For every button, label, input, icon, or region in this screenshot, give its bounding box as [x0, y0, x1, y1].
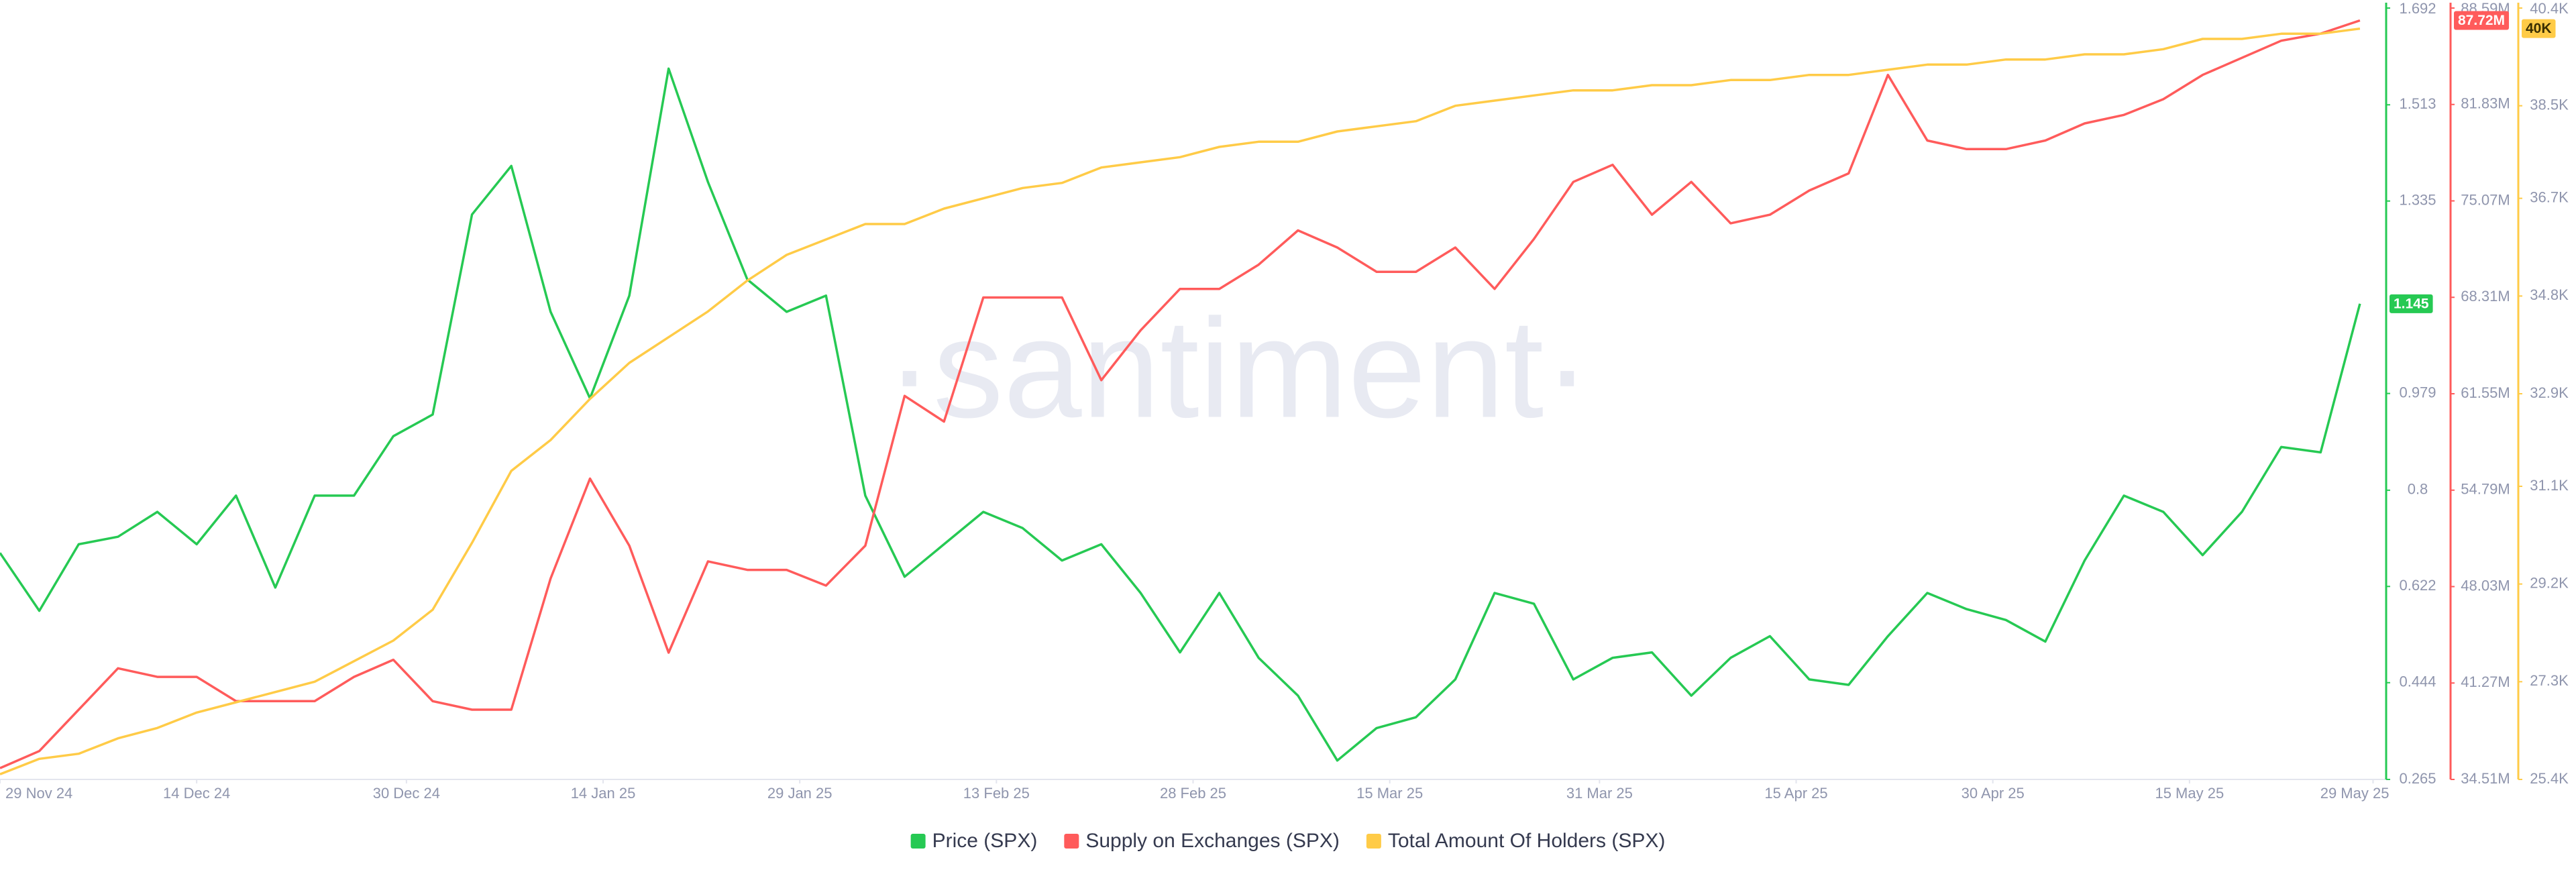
x-tick-label: 29 Jan 25	[767, 785, 833, 802]
series-line	[0, 27, 2361, 775]
y-tick-label: 48.03M	[2461, 577, 2510, 594]
legend-swatch	[1366, 834, 1381, 849]
badge-bg	[2390, 294, 2433, 313]
legend-label: Supply on Exchanges (SPX)	[1085, 830, 1340, 852]
legend-item[interactable]: Total Amount Of Holders (SPX)	[1366, 830, 1666, 852]
y-tick-label: 0.265	[2399, 770, 2436, 787]
series-line	[0, 67, 2361, 762]
y-tick-label: 1.692	[2399, 0, 2436, 17]
x-tick-label: 14 Jan 25	[571, 785, 636, 802]
legend-swatch	[1064, 834, 1079, 849]
y-tick-label: 34.51M	[2461, 770, 2510, 787]
badge-label: 1.145	[2394, 296, 2429, 311]
y-tick-label: 27.3K	[2530, 672, 2569, 689]
legend-label: Price (SPX)	[932, 830, 1038, 852]
x-tick-label: 28 Feb 25	[1160, 785, 1226, 802]
y-tick-label: 68.31M	[2461, 288, 2510, 305]
y-tick-label: 36.7K	[2530, 188, 2569, 205]
badge-bg	[2454, 11, 2510, 30]
x-tick-label: 30 Apr 25	[1962, 785, 2025, 802]
y-tick-label: 31.1K	[2530, 477, 2569, 494]
legend-item[interactable]: Price (SPX)	[910, 830, 1038, 852]
y-tick-label: 75.07M	[2461, 191, 2510, 208]
y-tick-label: 40.4K	[2530, 0, 2569, 17]
legend: Price (SPX) Supply on Exchanges (SPX) Tota…	[910, 830, 1666, 852]
x-tick-label: 30 Dec 24	[373, 785, 440, 802]
y-tick-label: 0.8	[2408, 481, 2428, 498]
y-tick-label: 61.55M	[2461, 384, 2510, 401]
series-line	[0, 19, 2361, 769]
badge-label: 40K	[2526, 21, 2552, 36]
badge-bg	[2522, 19, 2556, 38]
last-value-badge: 87.72M	[2454, 11, 2510, 30]
y-tick-label: 25.4K	[2530, 770, 2569, 787]
y-tick-label: 0.622	[2399, 577, 2436, 594]
y-tick-label: 34.8K	[2530, 286, 2569, 303]
badge-label: 87.72M	[2458, 13, 2505, 28]
legend-item[interactable]: Supply on Exchanges (SPX)	[1064, 830, 1340, 852]
x-tick-label: 15 Mar 25	[1356, 785, 1423, 802]
x-tick-label: 29 Nov 24	[5, 785, 72, 802]
x-tick-label: 13 Feb 25	[963, 785, 1030, 802]
y-tick-label: 41.27M	[2461, 673, 2510, 690]
x-tick-label: 15 Apr 25	[1764, 785, 1827, 802]
y-tick-label: 0.444	[2399, 673, 2436, 690]
x-tick-label: 14 Dec 24	[163, 785, 230, 802]
legend-swatch	[910, 834, 926, 849]
y-tick-label: 81.83M	[2461, 95, 2510, 112]
y-tick-label: 0.979	[2399, 384, 2436, 400]
x-tick-label: 29 May 25	[2320, 785, 2390, 802]
last-value-badge: 40K	[2522, 19, 2556, 38]
y-tick-label: 32.9K	[2530, 384, 2569, 401]
y-tick-label: 38.5K	[2530, 96, 2569, 113]
y-tick-label: 29.2K	[2530, 574, 2569, 591]
x-tick-label: 31 Mar 25	[1566, 785, 1633, 802]
legend-label: Total Amount Of Holders (SPX)	[1388, 830, 1666, 852]
y-tick-label: 1.513	[2399, 95, 2436, 112]
y-tick-label: 54.79M	[2461, 481, 2510, 498]
y-tick-label: 1.335	[2399, 192, 2436, 209]
x-tick-label: 15 May 25	[2155, 785, 2224, 802]
last-value-badge: 1.145	[2390, 294, 2433, 313]
watermark: ·santiment·	[886, 289, 1591, 447]
